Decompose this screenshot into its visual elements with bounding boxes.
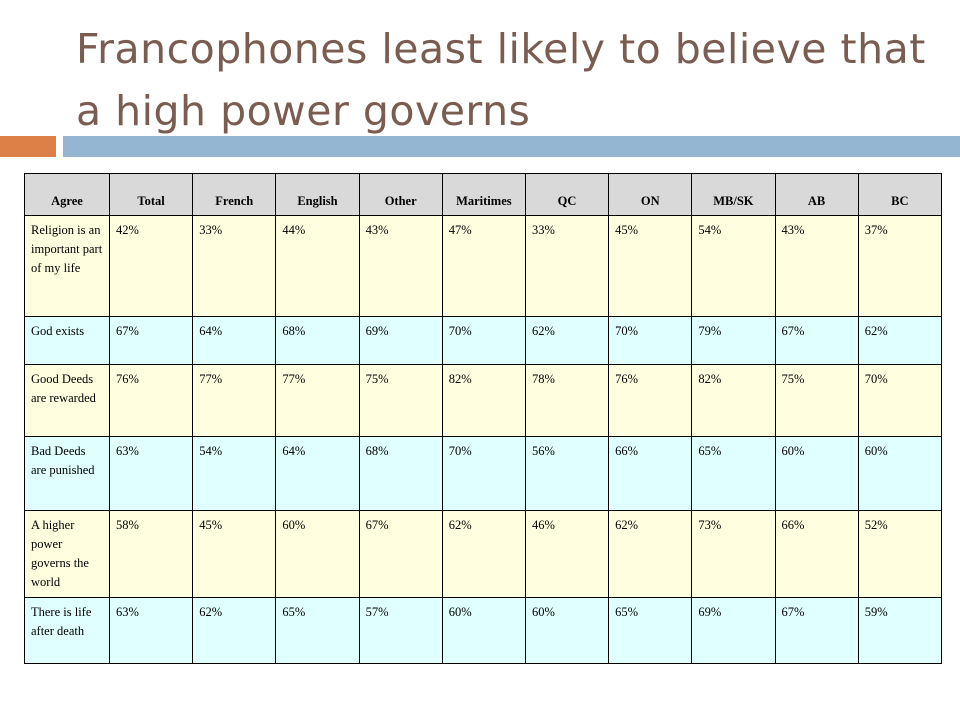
cell-value: 54%: [691, 215, 776, 317]
header-french: French: [192, 173, 277, 216]
row-label: There is life after death: [24, 597, 110, 664]
cell-value: 77%: [275, 364, 360, 437]
header-total: Total: [108, 173, 194, 216]
cell-value: 76%: [108, 364, 194, 437]
accent-bar-blue: [63, 136, 960, 157]
cell-value: 82%: [691, 364, 776, 437]
cell-value: 75%: [358, 364, 443, 437]
cell-value: 70%: [857, 364, 943, 437]
cell-value: 33%: [192, 215, 277, 317]
cell-value: 65%: [608, 597, 693, 664]
cell-value: 64%: [192, 316, 277, 365]
cell-value: 44%: [275, 215, 360, 317]
cell-value: 68%: [358, 436, 443, 511]
accent-bar-orange: [0, 136, 56, 157]
header-agree: Agree: [24, 173, 110, 216]
header-ab: AB: [774, 173, 859, 216]
cell-value: 60%: [524, 597, 610, 664]
cell-value: 67%: [774, 597, 859, 664]
cell-value: 47%: [441, 215, 526, 317]
cell-value: 60%: [774, 436, 859, 511]
row-label: God exists: [24, 316, 110, 365]
header-bc: BC: [857, 173, 943, 216]
cell-value: 62%: [857, 316, 943, 365]
slide-title: Francophones least likely to believe tha…: [76, 25, 926, 135]
cell-value: 70%: [441, 436, 526, 511]
cell-value: 73%: [691, 510, 776, 598]
cell-value: 63%: [108, 597, 194, 664]
header-maritimes: Maritimes: [441, 173, 526, 216]
cell-value: 54%: [192, 436, 277, 511]
header-qc: QC: [524, 173, 610, 216]
row-label: Good Deeds are rewarded: [24, 364, 110, 437]
cell-value: 46%: [524, 510, 610, 598]
table-row: Bad Deeds are punished 63% 54% 64% 68% 7…: [24, 436, 943, 511]
cell-value: 59%: [857, 597, 943, 664]
row-label: Bad Deeds are punished: [24, 436, 110, 511]
table-row: Good Deeds are rewarded 76% 77% 77% 75% …: [24, 364, 943, 437]
cell-value: 70%: [441, 316, 526, 365]
cell-value: 56%: [524, 436, 610, 511]
cell-value: 79%: [691, 316, 776, 365]
cell-value: 62%: [524, 316, 610, 365]
cell-value: 33%: [524, 215, 610, 317]
cell-value: 45%: [192, 510, 277, 598]
cell-value: 69%: [691, 597, 776, 664]
table-row: A higher power governs the world 58% 45%…: [24, 510, 943, 598]
header-on: ON: [608, 173, 693, 216]
cell-value: 65%: [275, 597, 360, 664]
table-row: God exists 67% 64% 68% 69% 70% 62% 70% 7…: [24, 316, 943, 365]
cell-value: 77%: [192, 364, 277, 437]
cell-value: 70%: [608, 316, 693, 365]
cell-value: 82%: [441, 364, 526, 437]
cell-value: 62%: [441, 510, 526, 598]
cell-value: 67%: [358, 510, 443, 598]
cell-value: 68%: [275, 316, 360, 365]
cell-value: 67%: [108, 316, 194, 365]
cell-value: 67%: [774, 316, 859, 365]
cell-value: 69%: [358, 316, 443, 365]
cell-value: 43%: [774, 215, 859, 317]
cell-value: 58%: [108, 510, 194, 598]
cell-value: 76%: [608, 364, 693, 437]
cell-value: 42%: [108, 215, 194, 317]
cell-value: 66%: [774, 510, 859, 598]
cell-value: 60%: [275, 510, 360, 598]
row-label: A higher power governs the world: [24, 510, 110, 598]
cell-value: 57%: [358, 597, 443, 664]
header-mb-sk: MB/SK: [691, 173, 776, 216]
cell-value: 75%: [774, 364, 859, 437]
cell-value: 45%: [608, 215, 693, 317]
row-label: Religion is an important part of my life: [24, 215, 110, 317]
cell-value: 78%: [524, 364, 610, 437]
table-row: There is life after death 63% 62% 65% 57…: [24, 597, 943, 664]
cell-value: 64%: [275, 436, 360, 511]
cell-value: 62%: [608, 510, 693, 598]
table-header-row: Agree Total French English Other Maritim…: [24, 173, 943, 216]
cell-value: 43%: [358, 215, 443, 317]
agree-table: Agree Total French English Other Maritim…: [24, 173, 943, 664]
cell-value: 65%: [691, 436, 776, 511]
header-english: English: [275, 173, 360, 216]
cell-value: 62%: [192, 597, 277, 664]
cell-value: 37%: [857, 215, 943, 317]
cell-value: 52%: [857, 510, 943, 598]
cell-value: 60%: [857, 436, 943, 511]
cell-value: 60%: [441, 597, 526, 664]
cell-value: 66%: [608, 436, 693, 511]
header-other: Other: [358, 173, 443, 216]
table-row: Religion is an important part of my life…: [24, 215, 943, 317]
cell-value: 63%: [108, 436, 194, 511]
